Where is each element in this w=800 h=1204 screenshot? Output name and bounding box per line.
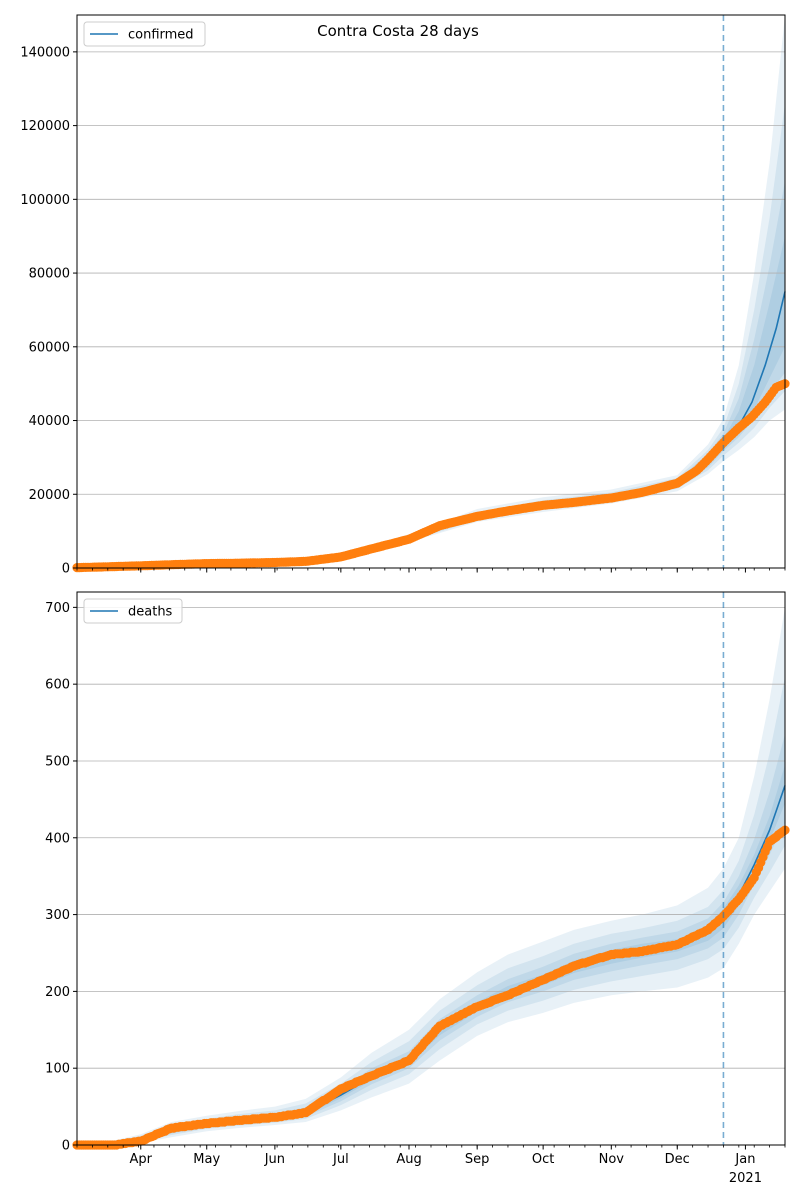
confirmed-observed-points <box>72 379 790 573</box>
figure-title: Contra Costa 28 days <box>317 22 479 40</box>
y-tick-label: 100 <box>45 1062 70 1077</box>
y-tick-label: 300 <box>45 908 70 923</box>
deaths-observed-points <box>72 825 790 1150</box>
legend-box <box>83 21 206 47</box>
legend-entry-confirmed: confirmed <box>128 28 194 43</box>
x-tick-label: Jul <box>332 1152 349 1167</box>
confirmed-panel: 020000400006000080000100000120000140000 … <box>20 14 790 577</box>
y-tick-label: 0 <box>62 1139 70 1154</box>
deaths-legend: deaths <box>83 598 183 624</box>
deaths-y-axis: 0 100 200 300 400 500 600 700 <box>45 601 77 1154</box>
y-tick-label: 140000 <box>20 45 70 60</box>
x-tick-label: Nov <box>599 1152 625 1167</box>
x-tick-label: Dec <box>665 1152 690 1167</box>
y-tick-label: 700 <box>45 601 70 616</box>
y-tick-label: 40000 <box>29 414 70 429</box>
x-tick-label: May <box>193 1152 220 1167</box>
x-tick-label: Sep <box>465 1152 490 1167</box>
x-tick-label: Jan <box>734 1152 755 1167</box>
confirmed-x-axis-ticks <box>76 568 786 573</box>
confirmed-legend: confirmed <box>83 21 206 47</box>
x-tick-label: Apr <box>130 1152 153 1167</box>
deaths-x-axis: Apr May Jun Jul Aug Sep Oct Nov Dec Jan <box>76 1145 786 1167</box>
y-tick-label: 0 <box>62 562 70 577</box>
x-tick-label: Oct <box>532 1152 554 1167</box>
uncertainty-band-3 <box>77 734 785 1145</box>
y-tick-label: 100000 <box>20 193 70 208</box>
legend-box <box>83 598 183 624</box>
y-tick-label: 600 <box>45 678 70 693</box>
y-tick-label: 60000 <box>29 340 70 355</box>
legend-entry-deaths: deaths <box>128 605 173 620</box>
x-tick-label: Aug <box>396 1152 421 1167</box>
confirmed-y-axis: 0 20000 40000 60000 80000 100000 120000 140000 <box>20 45 77 577</box>
y-tick-label: 20000 <box>29 488 70 503</box>
y-tick-label: 120000 <box>20 119 70 134</box>
y-tick-label: 500 <box>45 754 70 769</box>
x-tick-label: Jun <box>264 1152 285 1167</box>
uncertainty-band-2 <box>77 676 785 1145</box>
deaths-panel: 0 100 200 300 400 500 600 700 Apr May Jun Jul Aug Se… <box>45 591 790 1186</box>
y-tick-label: 200 <box>45 985 70 1000</box>
x-tick-year-label: 2021 <box>729 1171 762 1186</box>
y-tick-label: 80000 <box>29 267 70 282</box>
y-tick-label: 400 <box>45 831 70 846</box>
